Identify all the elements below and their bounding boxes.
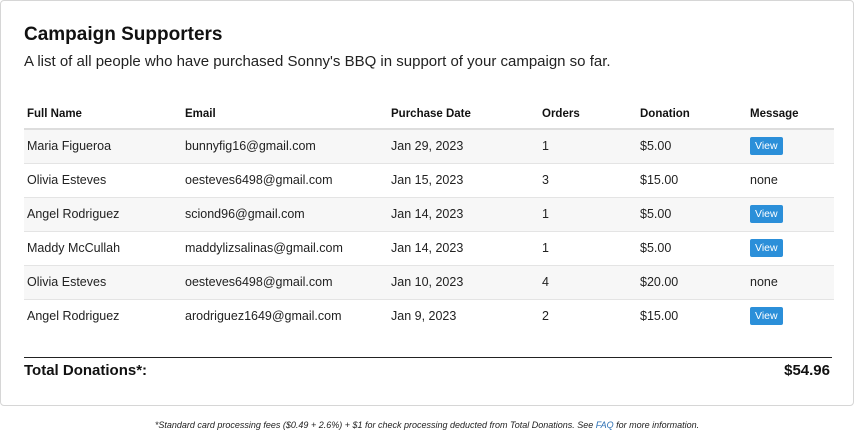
total-donations-value: $54.96 <box>784 362 830 379</box>
view-message-button[interactable]: View <box>750 137 783 156</box>
cell-email: oesteves6498@gmail.com <box>182 162 388 197</box>
cell-purchase-date: Jan 14, 2023 <box>388 196 539 231</box>
view-message-button[interactable]: View <box>750 239 783 257</box>
supporters-table: Full Name Email Purchase Date Orders Don… <box>24 99 834 333</box>
table-header-row: Full Name Email Purchase Date Orders Don… <box>24 99 834 130</box>
cell-orders: 1 <box>539 230 637 265</box>
cell-donation: $5.00 <box>640 139 672 154</box>
cell-donation: $5.00 <box>637 196 747 231</box>
total-donations-label: Total Donations*: <box>24 362 148 379</box>
cell-orders: 2 <box>539 298 637 333</box>
page-subtitle: A list of all people who have purchased … <box>24 53 611 70</box>
cell-message: View <box>747 196 834 231</box>
table-row: Angel Rodriguez arodriguez1649@gmail.com… <box>24 298 834 333</box>
cell-donation: $20.00 <box>637 264 747 299</box>
cell-email: oesteves6498@gmail.com <box>182 264 388 299</box>
column-header-purchase-date: Purchase Date <box>388 99 539 130</box>
cell-email: arodriguez1649@gmail.com <box>182 298 388 333</box>
table-row: Maria Figueroa bunnyfig16@gmail.com Jan … <box>24 129 834 163</box>
column-header-full-name: Full Name <box>24 99 182 130</box>
page-title: Campaign Supporters <box>24 24 223 45</box>
faq-link[interactable]: FAQ <box>595 420 614 430</box>
table-row: Maddy McCullah maddylizsalinas@gmail.com… <box>24 230 834 265</box>
cell-donation: $5.00 <box>637 230 747 265</box>
cell-purchase-date: Jan 10, 2023 <box>388 264 539 299</box>
cell-purchase-date: Jan 9, 2023 <box>388 298 539 333</box>
cell-orders: 3 <box>539 162 637 197</box>
cell-email: sciond96@gmail.com <box>182 196 388 231</box>
cell-message: none <box>747 162 834 197</box>
column-header-donation: Donation <box>637 99 747 130</box>
total-divider <box>24 357 832 358</box>
fees-footnote: *Standard card processing fees ($0.49 + … <box>0 420 854 430</box>
cell-orders: 1 <box>542 139 549 154</box>
cell-email: bunnyfig16@gmail.com <box>185 139 316 154</box>
cell-purchase-date: Jan 15, 2023 <box>388 162 539 197</box>
view-message-button[interactable]: View <box>750 205 783 223</box>
cell-purchase-date: Jan 14, 2023 <box>388 230 539 265</box>
cell-orders: 1 <box>539 196 637 231</box>
cell-email: maddylizsalinas@gmail.com <box>182 230 388 265</box>
cell-donation: $15.00 <box>637 162 747 197</box>
cell-orders: 4 <box>539 264 637 299</box>
cell-full-name: Maria Figueroa <box>27 139 112 154</box>
cell-full-name: Olivia Esteves <box>24 264 182 299</box>
cell-full-name: Angel Rodriguez <box>24 196 182 231</box>
table-row: Olivia Esteves oesteves6498@gmail.com Ja… <box>24 162 834 197</box>
column-header-email: Email <box>182 99 388 130</box>
cell-purchase-date: Jan 29, 2023 <box>391 139 464 154</box>
cell-message: View <box>747 230 834 265</box>
table-row: Angel Rodriguez sciond96@gmail.com Jan 1… <box>24 196 834 231</box>
footnote-text-after: for more information. <box>613 420 700 430</box>
column-header-message: Message <box>747 99 834 130</box>
cell-full-name: Angel Rodriguez <box>24 298 182 333</box>
cell-message: none <box>747 264 834 299</box>
column-header-orders: Orders <box>539 99 637 130</box>
footnote-text-before: *Standard card processing fees ($0.49 + … <box>154 420 596 430</box>
supporters-card: Campaign Supporters A list of all people… <box>0 0 854 406</box>
cell-message: View <box>747 129 834 163</box>
view-message-button[interactable]: View <box>750 307 783 326</box>
table-row: Olivia Esteves oesteves6498@gmail.com Ja… <box>24 264 834 299</box>
cell-full-name: Olivia Esteves <box>24 162 182 197</box>
cell-message: View <box>747 298 834 333</box>
cell-donation: $15.00 <box>637 298 747 333</box>
cell-full-name: Maddy McCullah <box>24 230 182 265</box>
